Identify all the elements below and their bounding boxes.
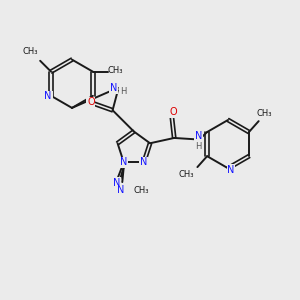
Text: CH₃: CH₃ bbox=[108, 66, 123, 75]
Text: N: N bbox=[120, 157, 127, 167]
Text: N: N bbox=[227, 165, 235, 175]
Text: O: O bbox=[87, 97, 94, 107]
Text: N: N bbox=[113, 178, 120, 188]
Text: O: O bbox=[169, 107, 177, 117]
Text: CH₃: CH₃ bbox=[179, 170, 194, 179]
Text: H: H bbox=[120, 87, 126, 96]
Text: N: N bbox=[117, 185, 124, 195]
Text: CH₃: CH₃ bbox=[134, 185, 149, 194]
Text: N: N bbox=[44, 92, 52, 101]
Text: N: N bbox=[110, 83, 117, 94]
Text: CH₃: CH₃ bbox=[257, 109, 272, 118]
Text: N: N bbox=[195, 131, 202, 142]
Text: CH₃: CH₃ bbox=[23, 46, 38, 56]
Text: N: N bbox=[140, 157, 148, 167]
Text: H: H bbox=[195, 142, 202, 151]
